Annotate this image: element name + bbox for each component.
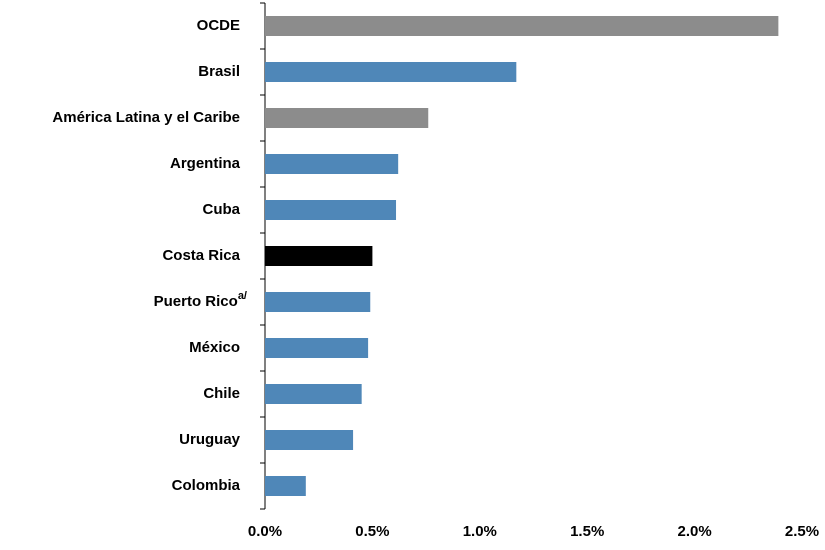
y-tick-label: México <box>189 339 240 356</box>
y-tick-label: Costa Rica <box>162 247 240 264</box>
bar <box>265 62 517 82</box>
y-tick-label: Argentina <box>170 155 241 172</box>
bar <box>265 292 371 312</box>
y-tick-label: América Latina y el Caribe <box>52 109 240 126</box>
x-tick-label: 1.0% <box>463 523 497 540</box>
bar <box>265 246 373 266</box>
x-tick-label: 2.5% <box>785 523 819 540</box>
category-name: Chile <box>203 385 240 402</box>
bar <box>265 384 362 404</box>
category-name: América Latina y el Caribe <box>52 109 240 126</box>
bar <box>265 154 399 174</box>
category-name: OCDE <box>197 17 240 34</box>
category-name: Argentina <box>170 155 241 172</box>
category-name: Cuba <box>203 201 241 218</box>
y-tick-label: Brasil <box>198 63 240 80</box>
bar <box>265 338 369 358</box>
category-name: México <box>189 339 240 356</box>
bar <box>265 476 306 496</box>
y-tick-label: Cuba <box>203 201 241 218</box>
y-tick-label: Chile <box>203 385 240 402</box>
y-tick-label: Uruguay <box>179 431 241 448</box>
x-tick-label: 0.0% <box>248 523 282 540</box>
x-tick-label: 2.0% <box>677 523 711 540</box>
bar <box>265 16 779 36</box>
y-tick-label: Colombia <box>172 477 241 494</box>
x-tick-label: 1.5% <box>570 523 604 540</box>
y-tick-label: Puerto Ricoa/ <box>154 290 247 310</box>
bar <box>265 200 397 220</box>
category-name: Costa Rica <box>162 247 240 264</box>
category-name: Uruguay <box>179 431 241 448</box>
y-tick-label: OCDE <box>197 17 240 34</box>
category-name: Brasil <box>198 63 240 80</box>
category-name: Colombia <box>172 477 241 494</box>
category-name: Puerto Rico <box>154 293 238 310</box>
bar <box>265 108 429 128</box>
category-superscript: a/ <box>238 290 247 302</box>
x-tick-label: 0.5% <box>355 523 389 540</box>
bar <box>265 430 354 450</box>
